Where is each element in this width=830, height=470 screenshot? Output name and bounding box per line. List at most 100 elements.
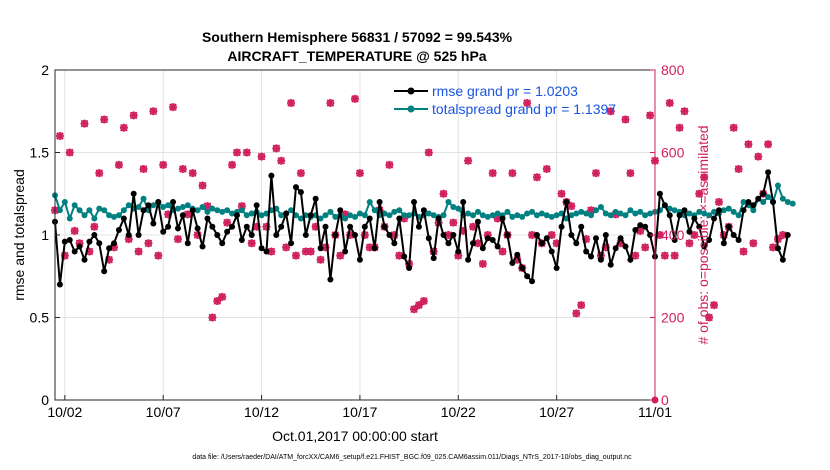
rmse-point bbox=[671, 236, 678, 243]
obs-assimilated-marker bbox=[169, 103, 178, 112]
obs-assimilated-marker bbox=[134, 247, 143, 256]
totalspread-point bbox=[720, 207, 727, 214]
rmse-point bbox=[696, 223, 703, 230]
totalspread-point bbox=[489, 212, 496, 219]
totalspread-point bbox=[509, 213, 516, 220]
x-tick-label: 10/27 bbox=[539, 404, 574, 420]
totalspread-point bbox=[160, 203, 167, 210]
rmse-point bbox=[578, 223, 585, 230]
obs-assimilated-marker bbox=[193, 231, 202, 239]
totalspread-point bbox=[647, 210, 654, 217]
totalspread-point bbox=[588, 212, 595, 219]
rmse-point bbox=[150, 220, 157, 227]
totalspread-point bbox=[56, 207, 63, 214]
obs-assimilated-marker bbox=[390, 231, 399, 239]
totalspread-point bbox=[706, 212, 713, 219]
totalspread-point bbox=[533, 212, 540, 219]
data-file-footnote: data file: /Users/raeder/DAI/ATM_forcXX/… bbox=[192, 454, 632, 461]
rmse-point bbox=[120, 215, 127, 222]
rmse-point bbox=[179, 212, 186, 219]
totalspread-point bbox=[484, 213, 491, 220]
totalspread-point bbox=[504, 208, 511, 215]
y-right-ticks: 0 200 400 600 800 bbox=[650, 62, 685, 408]
obs-assimilated-marker bbox=[237, 202, 246, 211]
totalspread-point bbox=[617, 210, 624, 217]
rmse-point bbox=[361, 223, 368, 230]
totalspread-point bbox=[386, 212, 393, 219]
totalspread-point bbox=[779, 195, 786, 202]
obs-markers bbox=[51, 94, 787, 404]
totalspread-point bbox=[524, 210, 531, 217]
rmse-point bbox=[612, 245, 619, 252]
rmse-point bbox=[558, 223, 565, 230]
rmse-point bbox=[538, 240, 545, 247]
totalspread-point bbox=[592, 207, 599, 214]
totalspread-point bbox=[115, 212, 122, 219]
rmse-point bbox=[165, 223, 172, 230]
totalspread-point bbox=[774, 182, 781, 189]
totalspread-point bbox=[258, 212, 265, 219]
totalspread-point bbox=[278, 212, 285, 219]
totalspread-point bbox=[327, 208, 334, 215]
obs-assimilated-marker bbox=[493, 214, 502, 223]
rmse-point bbox=[76, 243, 83, 250]
totalspread-point bbox=[140, 195, 147, 202]
x-tick-label: 10/12 bbox=[244, 404, 279, 420]
totalspread-point bbox=[120, 207, 127, 214]
rmse-point bbox=[681, 207, 688, 214]
rmse-point bbox=[533, 232, 540, 238]
totalspread-point bbox=[632, 210, 639, 217]
y-left-tick-label: 0.5 bbox=[30, 310, 50, 326]
rmse-point bbox=[209, 223, 216, 230]
y-left-ticks: 0 0.5 1 1.5 2 bbox=[30, 62, 60, 408]
obs-assimilated-marker bbox=[218, 292, 227, 301]
totalspread-point bbox=[470, 212, 477, 219]
totalspread-point bbox=[474, 208, 481, 215]
totalspread-point bbox=[361, 212, 368, 219]
obs-assimilated-marker bbox=[454, 251, 463, 260]
rmse-point bbox=[337, 207, 344, 214]
totalspread-point bbox=[194, 207, 201, 214]
rmse-point bbox=[661, 202, 668, 209]
rmse-point bbox=[288, 240, 295, 247]
obs-assimilated-marker bbox=[646, 111, 655, 120]
x-ticks: 10/02 10/07 10/12 10/17 10/22 10/27 11/01 bbox=[47, 395, 672, 420]
rmse-point bbox=[779, 256, 786, 263]
rmse-point bbox=[755, 195, 762, 202]
obs-assimilated-marker bbox=[149, 107, 158, 116]
rmse-point bbox=[455, 248, 462, 255]
obs-assimilated-marker bbox=[660, 251, 669, 260]
legend-spread-label: totalspread grand pr = 1.1397 bbox=[432, 101, 616, 117]
obs-assimilated-marker bbox=[705, 313, 714, 322]
rmse-point bbox=[470, 240, 477, 247]
obs-assimilated-marker bbox=[232, 148, 241, 157]
obs-assimilated-marker bbox=[355, 169, 364, 178]
totalspread-point bbox=[61, 199, 68, 205]
obs-assimilated-marker bbox=[542, 165, 551, 173]
obs-assimilated-marker bbox=[552, 239, 561, 248]
obs-assimilated-marker bbox=[714, 198, 723, 206]
rmse-point bbox=[307, 212, 314, 219]
obs-assimilated-marker bbox=[316, 255, 325, 264]
rmse-point bbox=[263, 248, 270, 255]
totalspread-point bbox=[288, 207, 295, 214]
totalspread-point bbox=[347, 212, 354, 219]
rmse-point bbox=[543, 235, 550, 242]
rmse-point bbox=[125, 232, 132, 238]
rmse-point bbox=[258, 245, 265, 252]
obs-assimilated-marker bbox=[719, 231, 728, 239]
obs-assimilated-marker bbox=[203, 202, 212, 211]
totalspread-point bbox=[711, 208, 718, 215]
obs-assimilated-marker bbox=[670, 251, 679, 260]
rmse-point bbox=[381, 223, 388, 230]
y-right-tick-label: 600 bbox=[661, 145, 685, 161]
totalspread-point bbox=[455, 205, 462, 212]
obs-assimilated-marker bbox=[90, 222, 99, 231]
rmse-point bbox=[248, 232, 255, 238]
obs-assimilated-marker bbox=[591, 169, 600, 178]
rmse-point bbox=[406, 265, 413, 271]
obs-assimilated-marker bbox=[272, 144, 281, 153]
obs-assimilated-marker bbox=[508, 169, 517, 178]
rmse-point bbox=[415, 223, 422, 230]
x-tick-label: 11/01 bbox=[638, 404, 672, 420]
